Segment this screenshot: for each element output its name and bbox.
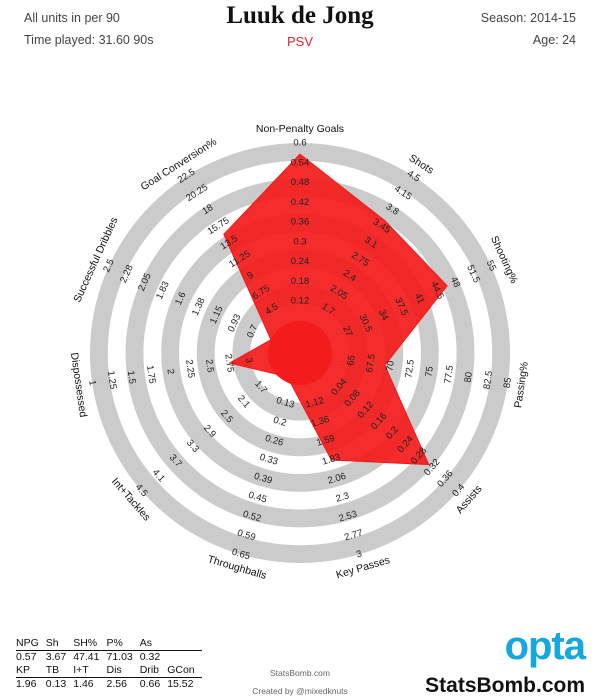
stats-value-row-2: 1.96 0.13 1.46 2.56 0.66 15.52 — [16, 678, 202, 692]
tick-label: 0.3 — [293, 236, 306, 247]
stats-table: NPG Sh SH% P% As 0.57 3.67 47.41 71.03 0… — [16, 637, 202, 691]
tick-label: 3 — [355, 548, 363, 560]
tick-label: 0.6 — [293, 138, 306, 149]
tick-label: 1.75 — [144, 365, 158, 385]
tick-label: 2.53 — [338, 509, 359, 525]
stats-header-row-2: KP TB I+T Dis Drib GCon — [16, 664, 202, 678]
stats-value: 71.03 — [106, 651, 133, 663]
stats-header: GCon — [167, 664, 202, 678]
axis-label: Passing% — [512, 361, 531, 409]
tick-label: 48 — [448, 275, 462, 289]
stats-value: 47.41 — [73, 651, 100, 663]
stats-value: 0.32 — [139, 651, 161, 663]
tick-label: 41 — [412, 292, 426, 306]
stats-value-row-1: 0.57 3.67 47.41 71.03 0.32 — [16, 651, 202, 665]
tick-label: 55 — [484, 259, 498, 273]
stats-value: 0.66 — [139, 678, 161, 690]
tick-label: 2.5 — [101, 258, 116, 275]
tick-label: 0.18 — [291, 276, 310, 287]
tick-label: 0.52 — [242, 509, 263, 525]
stats-header: I+T — [73, 664, 107, 678]
tick-label: 80 — [463, 371, 475, 383]
radar-center — [268, 321, 332, 385]
stats-header: SH% — [73, 637, 107, 651]
tick-label: 70 — [384, 360, 396, 372]
tick-label: 0.65 — [230, 547, 251, 563]
tick-label: 82.5 — [482, 370, 496, 390]
tick-label: 1.12 — [304, 395, 325, 411]
tick-label: 0.45 — [247, 490, 268, 506]
credit-text: Created by @mixedknuts — [252, 686, 348, 696]
tick-label: 1.83 — [321, 452, 342, 468]
tick-label: 9 — [245, 270, 255, 282]
axis-label: Non-Penalty Goals — [256, 123, 344, 135]
stats-header-row-1: NPG Sh SH% P% As — [16, 637, 202, 651]
tick-label: 0.42 — [291, 197, 310, 208]
stats-value: 1.96 — [16, 678, 37, 690]
tick-label: 67.5 — [364, 353, 378, 373]
tick-label: 2.5 — [203, 359, 216, 374]
stats-value: 2.56 — [106, 678, 127, 690]
tick-label: 0.24 — [291, 256, 310, 267]
stats-value: 15.52 — [167, 678, 194, 690]
stats-value: 0.13 — [45, 678, 67, 690]
tick-label: 0.48 — [291, 177, 310, 188]
tick-label: 77.5 — [442, 365, 456, 385]
tick-label: 27 — [340, 324, 354, 338]
statsbomb-logo: StatsBomb.com — [425, 674, 585, 697]
tick-label: 75 — [424, 366, 436, 378]
stats-value: 3.67 — [45, 651, 67, 663]
tick-label: 0.36 — [291, 217, 310, 228]
tick-label: 0.26 — [264, 433, 285, 449]
radar-ring — [89, 142, 511, 564]
tick-label: 0.2 — [272, 415, 288, 429]
radar-polygon — [223, 153, 448, 466]
tick-label: 0.59 — [236, 528, 257, 544]
opta-logo: opta — [504, 624, 586, 668]
tick-label: 2.06 — [326, 471, 347, 487]
tick-label: 2.75 — [222, 353, 236, 373]
team-name: PSV — [286, 34, 313, 49]
tick-label: 34 — [376, 308, 390, 322]
tick-label: 0.39 — [253, 471, 274, 487]
tick-label: 1.25 — [105, 370, 119, 390]
stats-header: P% — [106, 637, 140, 651]
tick-label: 0.33 — [258, 452, 279, 468]
tick-label: 0.12 — [291, 296, 310, 307]
tick-label: 2.25 — [183, 359, 197, 379]
source-text: StatsBomb.com — [270, 668, 330, 678]
stats-value: 0.57 — [16, 651, 37, 663]
tick-label: 1.36 — [310, 414, 331, 430]
units-note: All units in per 90 — [24, 11, 120, 25]
stats-header: KP — [16, 664, 46, 678]
tick-label: 0.7 — [245, 323, 260, 340]
axis-label: Dispossessed — [68, 352, 89, 419]
tick-label: 1.6 — [173, 290, 188, 307]
time-played: Time played: 31.60 90s — [24, 33, 154, 47]
stats-header: As — [139, 637, 168, 651]
stats-header: Sh — [45, 637, 74, 651]
stats-header: Dis — [106, 664, 140, 678]
tick-label: 2.3 — [335, 490, 351, 504]
stats-header: Drib — [139, 664, 168, 678]
stats-header: TB — [45, 664, 74, 678]
tick-label: 2 — [164, 368, 176, 375]
tick-label: 85 — [502, 377, 514, 389]
tick-label: 0.54 — [291, 157, 310, 168]
tick-label: 65 — [345, 354, 357, 366]
tick-label: 1.59 — [315, 433, 336, 449]
stats-value: 1.46 — [73, 678, 94, 690]
tick-label: 1 — [86, 379, 98, 386]
age: Age: 24 — [532, 33, 576, 47]
season: Season: 2014-15 — [480, 11, 576, 25]
tick-label: 72.5 — [403, 359, 417, 379]
tick-label: 18 — [200, 202, 215, 217]
player-name: Luuk de Jong — [226, 2, 374, 29]
tick-label: 2.77 — [343, 528, 364, 544]
tick-label: 1.5 — [125, 370, 138, 385]
tick-label: 3 — [243, 357, 255, 364]
tick-label: 0.13 — [275, 395, 296, 411]
stats-header: NPG — [16, 637, 46, 651]
